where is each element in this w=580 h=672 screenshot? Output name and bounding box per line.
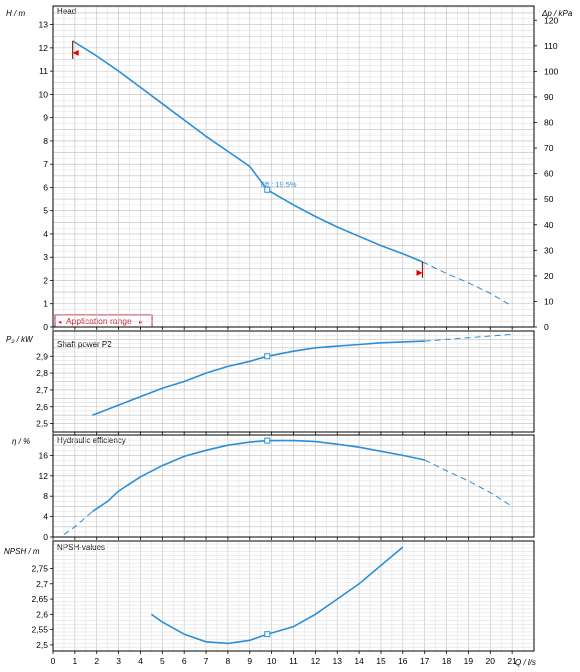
series-line-dashed (422, 261, 513, 307)
y-tick-label: 13 (39, 20, 49, 30)
y2-tick-label: 70 (544, 143, 554, 153)
x-tick-label: 10 (267, 656, 277, 666)
y-tick-label: 1 (43, 299, 48, 309)
y2-tick-label: 30 (544, 245, 554, 255)
y-tick-label: 2,55 (31, 625, 48, 635)
y-tick-label: 8 (43, 491, 48, 501)
head-y2-axis-label: Δp / kPa (541, 9, 573, 18)
y-tick-label: 12 (39, 43, 49, 53)
y-tick-label: 11 (39, 66, 48, 76)
npsh-panel-title: NPSH-values (57, 543, 105, 552)
y2-tick-label: 120 (544, 15, 558, 25)
x-tick-label: 8 (226, 656, 231, 666)
duty-point-marker (264, 631, 271, 638)
x-tick-label: 21 (507, 656, 517, 666)
panel-3-layer: 2,5 2,55 2,6 2,65 2,7 2,75 (31, 540, 535, 654)
y-tick-label: 10 (39, 89, 49, 99)
y-tick-label: 2,8 (36, 368, 48, 378)
y2-tick-label: 50 (544, 194, 554, 204)
x-tick-label: 20 (486, 656, 496, 666)
application-range-left-arrow: ◂ (58, 319, 62, 326)
npsh-y-axis-label: NPSH / m (4, 547, 40, 556)
power-y-axis-label: P₂ / kW (6, 335, 34, 344)
x-tick-label: 11 (289, 656, 298, 666)
x-tick-label: 18 (442, 656, 452, 666)
y-tick-label: 2,65 (31, 594, 48, 604)
y-tick-label: 16 (39, 450, 49, 460)
x-tick-label: 17 (420, 656, 430, 666)
head-y-axis-label: H / m (6, 9, 25, 18)
y-tick-label: 0 (43, 322, 48, 332)
panel-1-layer: 2,5 2,6 2,7 2,8 2,9 (36, 330, 535, 435)
x-tick-label: 0 (51, 656, 56, 666)
y-tick-label: 8 (43, 136, 48, 146)
efficiency-annotation: Eff.: 19,5% (260, 180, 297, 189)
duty-point-marker (264, 353, 271, 360)
y2-tick-label: 100 (544, 66, 558, 76)
duty-point-marker (264, 186, 271, 193)
x-tick-label: 19 (464, 656, 474, 666)
x-tick-label: 4 (138, 656, 143, 666)
y-tick-label: 2,6 (36, 402, 48, 412)
x-tick-label: 1 (72, 656, 77, 666)
y-tick-label: 2,5 (36, 419, 48, 429)
range-max-marker-icon (416, 269, 423, 276)
duty-point-marker (264, 437, 271, 444)
x-tick-label: 5 (160, 656, 165, 666)
y-tick-label: 4 (43, 229, 48, 239)
series-line-solid (92, 340, 425, 416)
y2-tick-label: 0 (544, 322, 549, 332)
x-tick-label: 13 (332, 656, 342, 666)
x-axis-label: Q / l/s (515, 658, 536, 667)
x-tick-label: 2 (94, 656, 99, 666)
range-min-marker-icon (72, 49, 79, 56)
y-tick-label: 4 (43, 512, 48, 522)
y2-tick-label: 60 (544, 169, 554, 179)
y-tick-label: 2,7 (36, 385, 48, 395)
x-tick-label: 9 (247, 656, 252, 666)
head-panel-title: Head (57, 7, 76, 16)
y-tick-label: 2,9 (36, 351, 48, 361)
y-tick-label: 2,6 (36, 609, 48, 619)
x-tick-label: 7 (204, 656, 209, 666)
series-line-dashed (424, 459, 513, 507)
efficiency-y-axis-label: η / % (12, 437, 30, 446)
y2-tick-label: 110 (544, 41, 558, 51)
y2-tick-label: 90 (544, 92, 554, 102)
x-tick-label: 6 (182, 656, 187, 666)
y-tick-label: 7 (43, 159, 48, 169)
y-tick-label: 5 (43, 206, 48, 216)
panel-0-layer: 0123456789101112130102030405060708090100… (39, 5, 558, 332)
y-tick-label: 2,75 (31, 564, 48, 574)
y-tick-label: 12 (39, 471, 49, 481)
y-tick-label: 9 (43, 113, 48, 123)
x-tick-label: 3 (116, 656, 121, 666)
panel-2-layer: 0 4 8 12 16 (39, 434, 535, 542)
y-tick-label: 0 (43, 532, 48, 542)
y-tick-label: 2,5 (36, 640, 48, 650)
y-tick-label: 2 (43, 275, 48, 285)
y2-tick-label: 40 (544, 220, 554, 230)
y2-tick-label: 10 (544, 296, 554, 306)
series-line-dashed (63, 511, 93, 535)
y-tick-label: 6 (43, 182, 48, 192)
y2-tick-label: 80 (544, 118, 554, 128)
power-panel-title: Shaft power P2 (57, 340, 112, 349)
y-tick-label: 3 (43, 252, 48, 262)
application-range-right-arrow: ▸ (139, 319, 143, 326)
efficiency-panel-title: Hydraulic efficiency (57, 436, 126, 445)
x-tick-label: 16 (398, 656, 408, 666)
y2-tick-label: 20 (544, 271, 554, 281)
x-tick-label: 15 (376, 656, 386, 666)
series-line-solid (150, 546, 404, 645)
y-tick-label: 2,7 (36, 579, 48, 589)
x-tick-label: 12 (311, 656, 321, 666)
x-tick-label: 14 (354, 656, 364, 666)
